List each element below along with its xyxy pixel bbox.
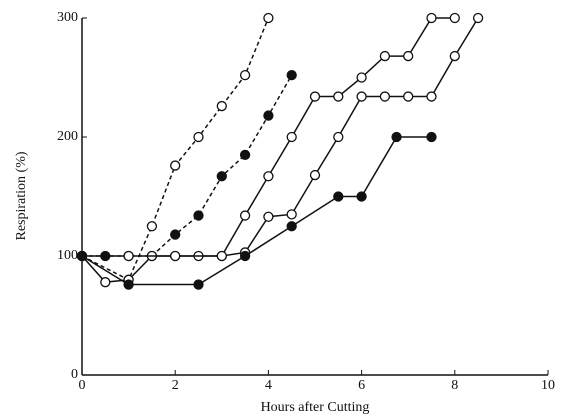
data-point (123, 250, 134, 262)
data-point (449, 12, 460, 24)
data-point (426, 12, 437, 24)
data-point (286, 209, 297, 220)
data-point (333, 191, 344, 202)
data-point (263, 12, 274, 24)
data-point (239, 250, 251, 262)
data-point (239, 69, 251, 81)
data-point (100, 277, 111, 288)
x-axis-label: Hours after Cutting (261, 400, 370, 415)
data-point (426, 91, 437, 102)
data-point (379, 91, 391, 102)
data-point (403, 91, 414, 102)
data-point (263, 110, 274, 121)
data-point (286, 69, 297, 81)
series-line (81, 136, 432, 286)
data-point (472, 12, 484, 24)
data-point (426, 131, 437, 143)
x-tick-label: 6 (358, 378, 365, 393)
data-point (216, 171, 227, 182)
data-point (170, 229, 181, 240)
x-tick-label: 8 (451, 378, 458, 393)
data-point (356, 72, 367, 83)
data-point (333, 131, 344, 143)
y-tick-label: 100 (57, 248, 78, 263)
series-line (82, 74, 293, 257)
data-point (449, 50, 460, 62)
data-point (239, 210, 251, 221)
y-tick-label: 300 (57, 10, 78, 25)
data-point (403, 50, 414, 62)
y-tick-label: 0 (71, 367, 78, 382)
data-point (170, 250, 181, 262)
data-point (309, 169, 321, 181)
data-point (391, 131, 402, 143)
data-point (309, 91, 321, 102)
data-point (239, 149, 251, 161)
data-point (263, 211, 274, 222)
data-point (333, 91, 344, 102)
data-point (263, 171, 274, 182)
data-point (123, 279, 134, 290)
y-axis-label: Respiration (%) (14, 151, 29, 240)
x-tick-label: 10 (541, 378, 555, 393)
data-point (146, 221, 158, 232)
y-tick-label: 200 (57, 129, 78, 144)
x-tick-label: 4 (265, 378, 272, 393)
data-point (170, 160, 181, 171)
data-point (76, 250, 88, 262)
data-point (356, 91, 367, 102)
data-point (216, 250, 227, 262)
data-point (286, 221, 297, 232)
series-line (81, 17, 270, 281)
data-point (216, 100, 227, 112)
data-point (193, 279, 204, 290)
data-point (193, 131, 204, 143)
x-tick-label: 0 (79, 378, 86, 393)
x-tick-label: 2 (172, 378, 179, 393)
series-line (81, 17, 455, 283)
data-point (193, 210, 204, 221)
data-point (379, 50, 391, 62)
data-point (356, 191, 367, 202)
data-point (286, 131, 297, 143)
